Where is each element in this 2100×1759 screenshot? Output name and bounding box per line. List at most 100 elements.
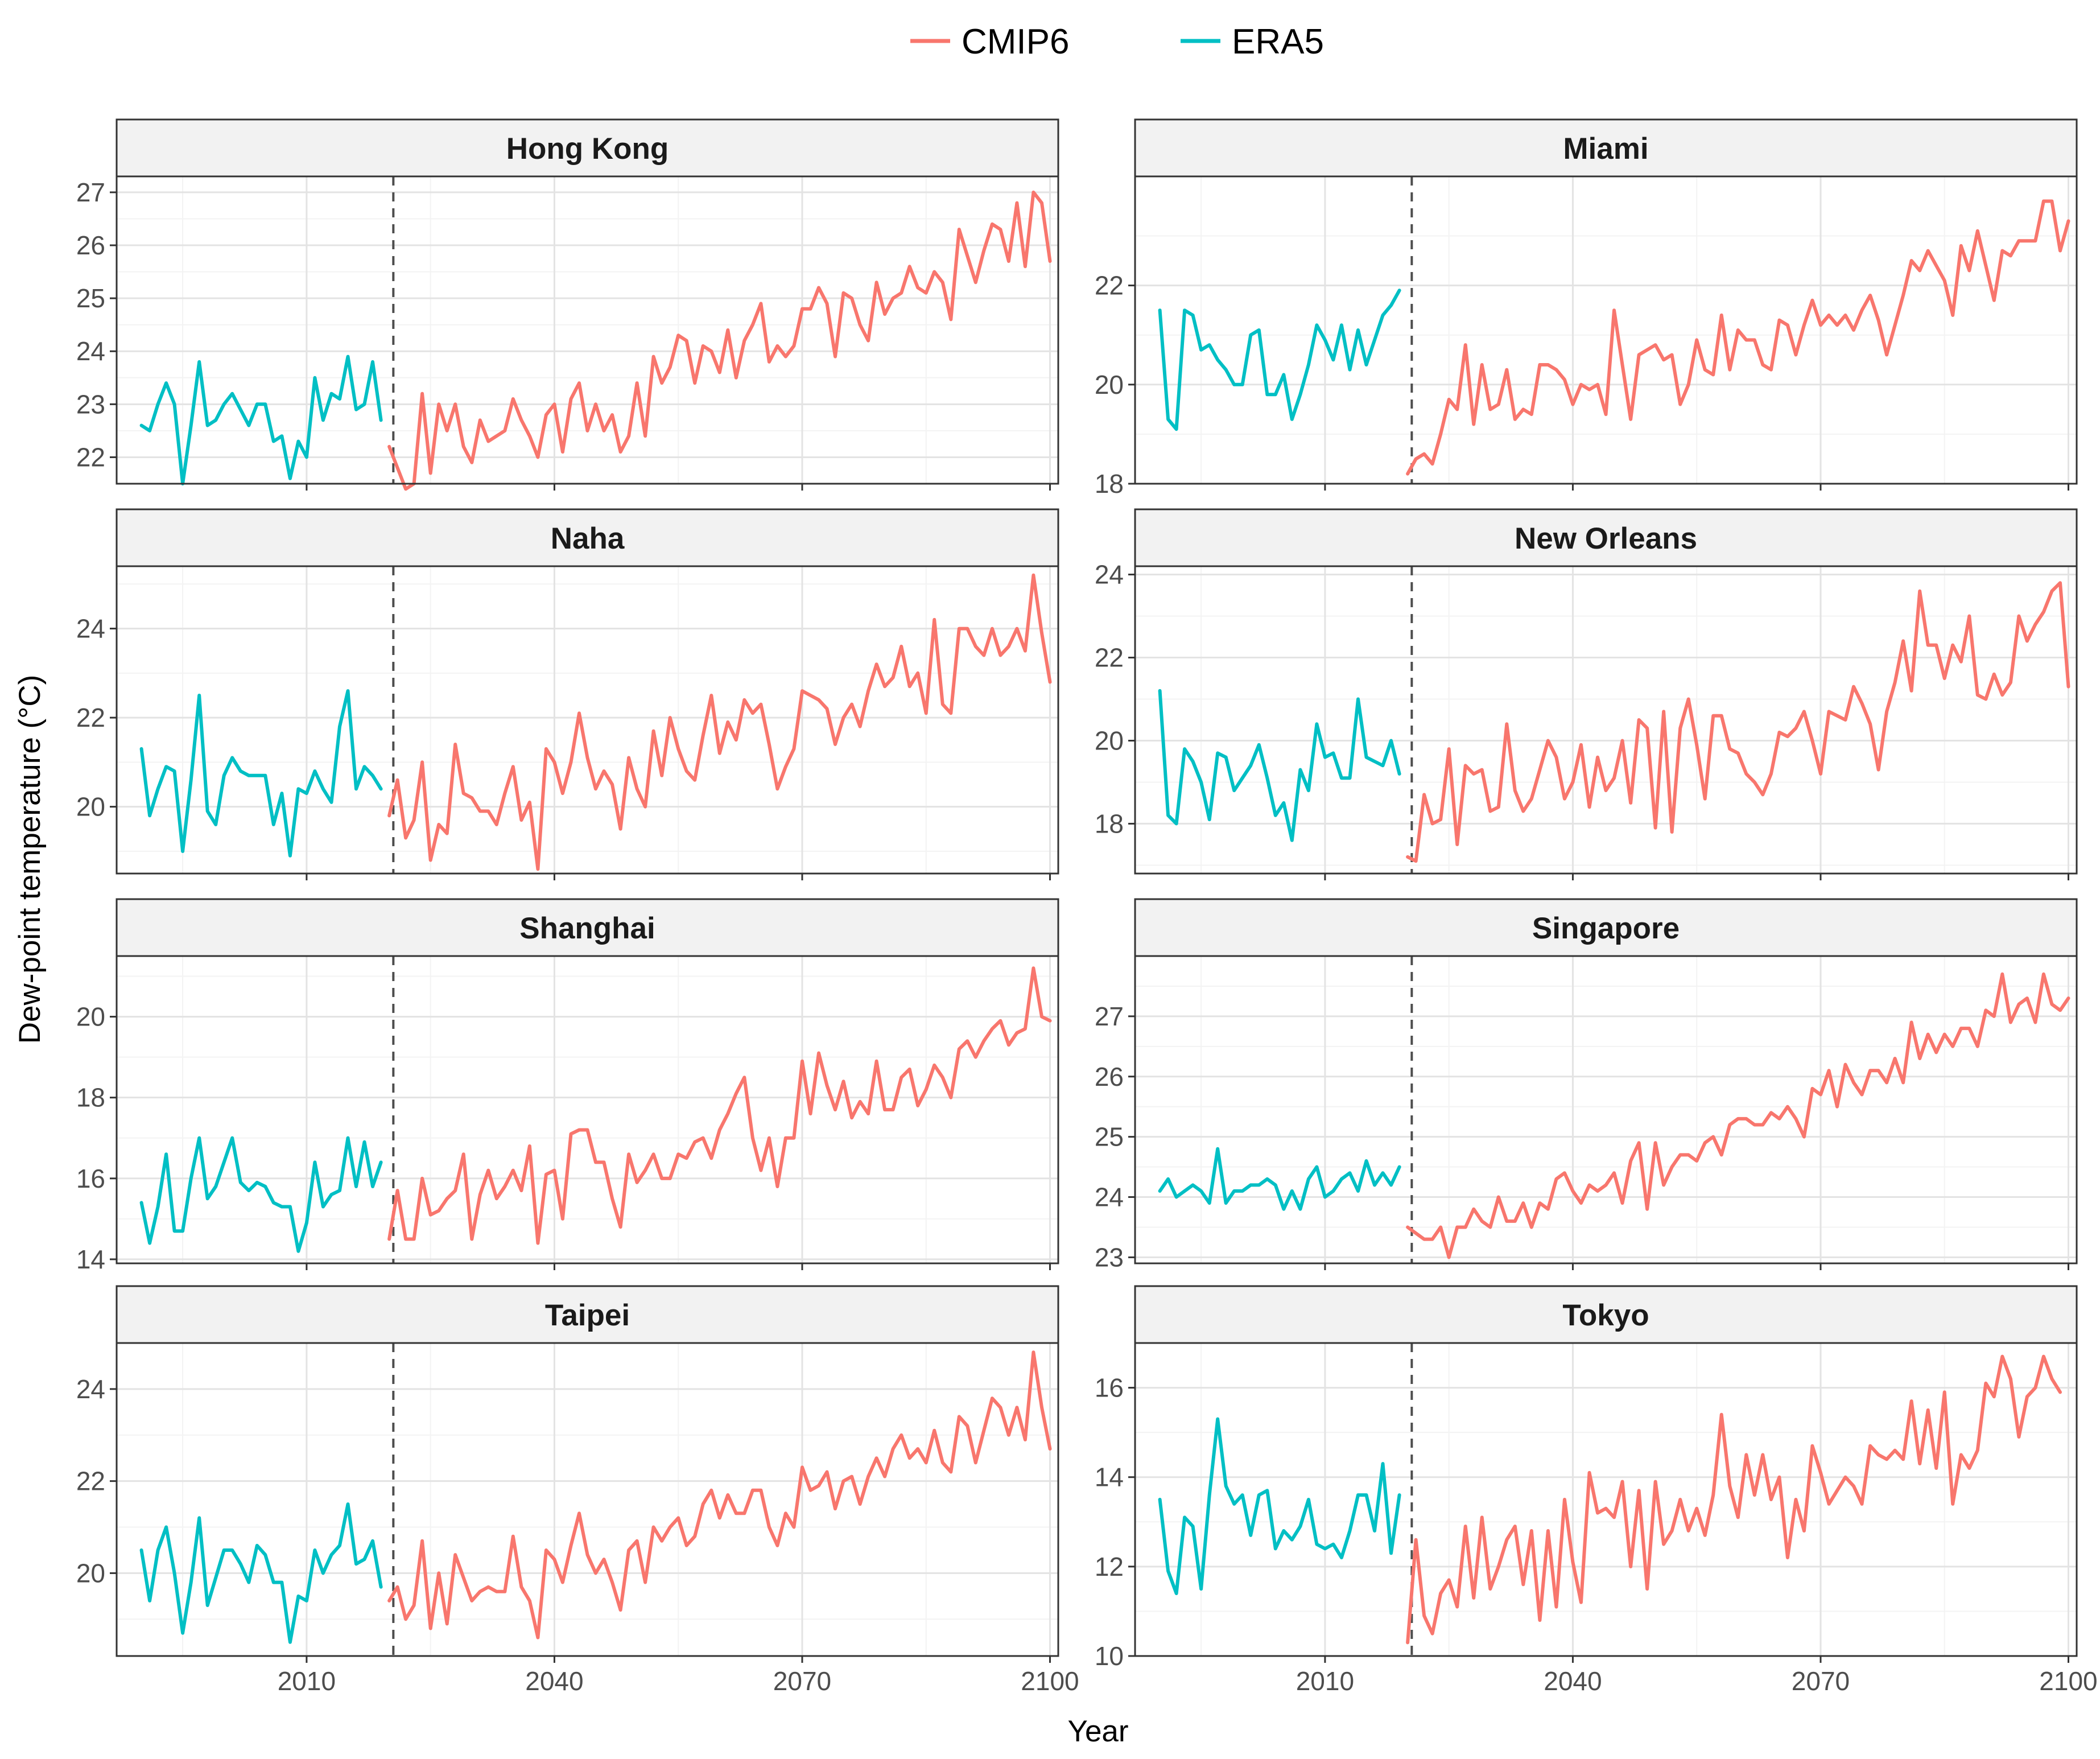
y-tick-label: 22 — [76, 442, 105, 472]
y-tick-label: 24 — [76, 336, 105, 366]
panel-title: Singapore — [1532, 912, 1680, 945]
panel-strip — [115, 1285, 1059, 1344]
legend: CMIP6 ERA5 — [910, 22, 1324, 61]
series-line-era5 — [139, 355, 383, 485]
x-tick-label: 2070 — [1792, 1666, 1850, 1696]
y-tick-label: 22 — [76, 703, 105, 732]
panel-border — [1134, 175, 2078, 485]
y-tick-label: 20 — [76, 1558, 105, 1588]
panel-border — [115, 955, 1059, 1264]
x-tick-label: 2100 — [1021, 1666, 1079, 1696]
y-tick-label: 20 — [76, 792, 105, 822]
legend-label-era5: ERA5 — [1232, 22, 1324, 61]
y-tick-label: 25 — [76, 283, 105, 313]
series-line-era5 — [139, 1136, 383, 1253]
series-line-era5 — [1158, 1147, 1401, 1211]
panel-border — [1134, 955, 2078, 1264]
y-tick-label: 24 — [1095, 1183, 1124, 1212]
series-line-cmip6 — [1406, 581, 2070, 863]
y-tick-label: 18 — [1095, 469, 1124, 499]
panel-naha: Naha 20 22 24 — [76, 508, 1059, 880]
panel-background — [1135, 1343, 2077, 1656]
y-tick-label: 10 — [1095, 1641, 1124, 1671]
y-tick-label: 27 — [1095, 1002, 1124, 1031]
y-tick-label: 25 — [1095, 1122, 1124, 1152]
y-tick-label: 18 — [1095, 809, 1124, 838]
y-tick-label: 24 — [76, 614, 105, 644]
panel-strip — [115, 118, 1059, 178]
panel-strip — [1134, 898, 2078, 957]
x-tick-label: 2040 — [525, 1666, 583, 1696]
panel-border — [115, 565, 1059, 875]
panel-background — [117, 956, 1058, 1263]
y-tick-label: 26 — [76, 230, 105, 260]
panel-title: Naha — [551, 522, 625, 555]
panel-title: Taipei — [545, 1299, 630, 1332]
series-line-cmip6 — [1406, 199, 2070, 476]
panel-background — [117, 176, 1058, 484]
series-line-cmip6 — [1406, 972, 2070, 1259]
panel-border — [115, 1342, 1059, 1657]
panel-title: Hong Kong — [506, 132, 669, 166]
panel-taipei: Taipei 20 22 24 2010 2040 2070 2100 — [76, 1285, 1079, 1696]
panel-miami: Miami 18 20 22 — [1095, 118, 2078, 499]
y-tick-label: 24 — [76, 1374, 105, 1404]
panel-title: New Orleans — [1515, 522, 1697, 555]
series-line-era5 — [139, 1502, 383, 1644]
y-tick-label: 14 — [1095, 1463, 1124, 1492]
panel-border — [115, 175, 1059, 485]
panel-background — [1135, 956, 2077, 1263]
panel-strip — [1134, 118, 2078, 178]
y-tick-label: 20 — [76, 1002, 105, 1032]
x-tick-label: 2010 — [278, 1666, 336, 1696]
y-tick-label: 12 — [1095, 1552, 1124, 1581]
y-tick-label: 22 — [1095, 271, 1124, 300]
y-tick-label: 16 — [76, 1164, 105, 1193]
panel-title: Shanghai — [519, 912, 655, 945]
panel-background — [1135, 566, 2077, 874]
y-tick-label: 26 — [1095, 1062, 1124, 1091]
x-tick-label: 2100 — [2039, 1666, 2097, 1696]
y-tick-label: 23 — [76, 389, 105, 419]
series-line-era5 — [1158, 289, 1401, 431]
series-line-era5 — [139, 689, 383, 858]
y-tick-label: 20 — [1095, 726, 1124, 755]
panel-background — [1135, 176, 2077, 484]
y-tick-label: 23 — [1095, 1242, 1124, 1272]
panel-hong-kong: Hong Kong 22 23 24 25 26 27 — [76, 118, 1059, 491]
panel-background — [117, 566, 1058, 874]
series-line-era5 — [1158, 689, 1401, 842]
series-line-cmip6 — [1406, 1354, 2062, 1645]
panel-title: Miami — [1563, 132, 1648, 166]
legend-label-cmip6: CMIP6 — [962, 22, 1069, 61]
x-tick-label: 2010 — [1296, 1666, 1354, 1696]
series-line-cmip6 — [387, 1350, 1052, 1639]
panel-border — [1134, 565, 2078, 875]
panel-new-orleans: New Orleans 18 20 22 24 — [1095, 508, 2078, 880]
y-tick-label: 20 — [1095, 370, 1124, 399]
facet-panels: Hong Kong 22 23 24 25 26 27 Miami 18 20 22 Naha 20 22… — [76, 118, 2098, 1696]
y-tick-label: 22 — [76, 1466, 105, 1496]
y-tick-label: 14 — [76, 1245, 105, 1274]
y-tick-label: 27 — [76, 178, 105, 207]
y-tick-label: 16 — [1095, 1373, 1124, 1403]
y-axis-title: Dew-point temperature (°C) — [13, 675, 47, 1044]
x-axis-title: Year — [1067, 1715, 1128, 1748]
panel-shanghai: Shanghai 14 16 18 20 — [76, 898, 1059, 1274]
x-tick-label: 2070 — [773, 1666, 831, 1696]
y-tick-label: 22 — [1095, 643, 1124, 673]
panel-background — [117, 1343, 1058, 1656]
panel-title: Tokyo — [1562, 1299, 1649, 1332]
series-line-cmip6 — [387, 966, 1052, 1245]
panel-strip — [115, 508, 1059, 567]
panel-strip — [115, 898, 1059, 957]
x-tick-label: 2040 — [1544, 1666, 1602, 1696]
y-tick-label: 24 — [1095, 560, 1124, 590]
panel-border — [1134, 1342, 2078, 1657]
series-line-era5 — [1158, 1417, 1401, 1595]
panel-tokyo: Tokyo 10 12 14 16 2010 2040 2070 2100 — [1095, 1285, 2098, 1696]
series-line-cmip6 — [387, 190, 1052, 491]
panel-singapore: Singapore 23 24 25 26 27 — [1095, 898, 2078, 1272]
y-tick-label: 18 — [76, 1083, 105, 1113]
